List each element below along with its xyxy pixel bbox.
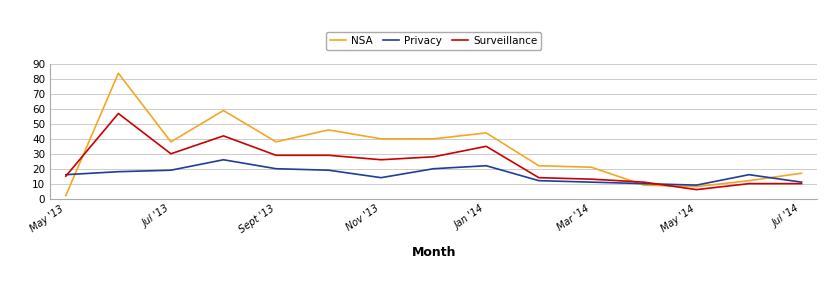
Line: Privacy: Privacy [66, 160, 801, 185]
Surveillance [481, 145, 491, 148]
NSA [113, 72, 123, 75]
NSA [481, 131, 491, 135]
NSA [586, 166, 596, 169]
Surveillance [691, 188, 701, 191]
Surveillance [639, 180, 649, 184]
Surveillance [61, 174, 71, 178]
NSA [744, 179, 754, 182]
Privacy [166, 168, 176, 172]
Privacy [324, 168, 334, 172]
NSA [61, 194, 71, 197]
Privacy [61, 173, 71, 176]
NSA [534, 164, 544, 168]
Surveillance [429, 155, 439, 159]
Surveillance [271, 154, 281, 157]
Privacy [271, 167, 281, 171]
Line: Surveillance: Surveillance [66, 114, 801, 190]
Privacy [586, 180, 596, 184]
Privacy [639, 182, 649, 185]
X-axis label: Month: Month [411, 246, 456, 259]
Privacy [219, 158, 229, 161]
Surveillance [376, 158, 386, 161]
NSA [691, 185, 701, 188]
NSA [271, 140, 281, 144]
Line: NSA: NSA [66, 73, 801, 196]
Surveillance [324, 154, 334, 157]
Privacy [113, 170, 123, 173]
NSA [796, 171, 806, 175]
NSA [219, 109, 229, 112]
Surveillance [219, 134, 229, 138]
Surveillance [534, 176, 544, 179]
Privacy [796, 180, 806, 184]
Privacy [376, 176, 386, 179]
Privacy [481, 164, 491, 168]
Surveillance [744, 182, 754, 185]
NSA [324, 128, 334, 132]
Privacy [534, 179, 544, 182]
NSA [429, 137, 439, 141]
NSA [639, 183, 649, 187]
Surveillance [586, 178, 596, 181]
Privacy [744, 173, 754, 176]
Privacy [429, 167, 439, 171]
Legend: NSA, Privacy, Surveillance: NSA, Privacy, Surveillance [326, 32, 541, 50]
NSA [376, 137, 386, 141]
Privacy [691, 183, 701, 187]
NSA [166, 140, 176, 144]
Surveillance [113, 112, 123, 115]
Surveillance [166, 152, 176, 156]
Surveillance [796, 182, 806, 185]
